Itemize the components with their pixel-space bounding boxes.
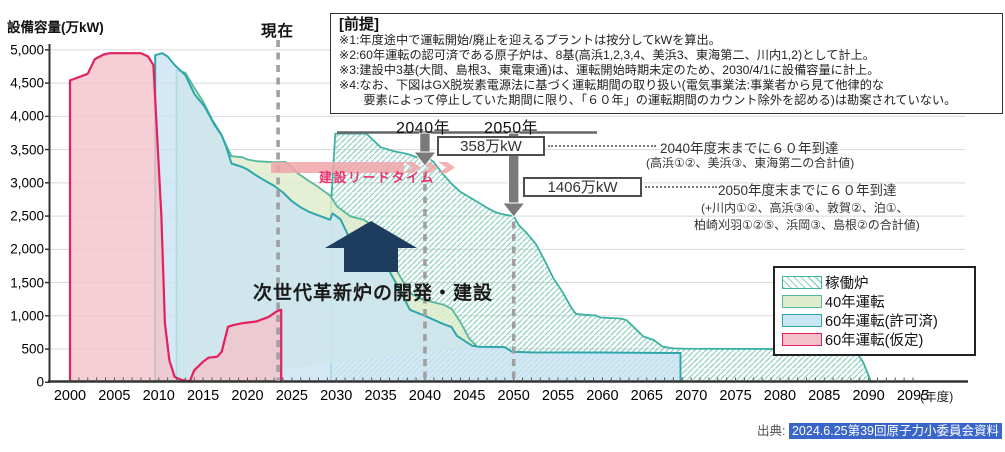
leader-dots-2040 <box>548 145 656 147</box>
y-tick-0: 0 <box>36 374 44 390</box>
current-marker-label: 現在 <box>261 23 295 40</box>
series-area-red <box>70 53 282 383</box>
chart-legend: 稼働炉 40年運転 60年運転(許可済) 60年運転(仮定) <box>773 266 976 356</box>
legend-label: 60年運転(許可済) <box>825 314 938 330</box>
nextgen-reactor-label: 次世代革新炉の開発・建設 <box>253 283 494 304</box>
premise-note-box: [前提] ※1:年度途中で運転開始/廃止を迎えるプラントは按分してkWを算出。 … <box>330 13 1003 114</box>
x-tick-2065: 2065 <box>630 388 663 404</box>
source-caption: 出典: 2024.6.25第39回原子力小委員会資料 <box>757 420 1002 439</box>
source-link[interactable]: 2024.6.25第39回原子力小委員会資料 <box>788 423 1002 439</box>
premise-line-5: 要素によって停止していた期間に限り、「６０年」の運転期間のカウント除外を認める)… <box>339 93 957 107</box>
x-axis-unit: (年度) <box>920 390 954 404</box>
legend-item-green: 40年運転 <box>782 292 967 311</box>
y-tick-500: 500 <box>21 341 44 357</box>
x-tick-2090: 2090 <box>852 388 885 404</box>
series-line-hatch <box>330 132 873 383</box>
leader-dots-2050 <box>645 186 717 188</box>
construction-leadtime-label: 建設リードタイム <box>319 170 435 185</box>
y-tick-5000: 5,000 <box>10 42 44 58</box>
capacity-2040-box: 358万kW <box>437 136 545 156</box>
premise-line-3: ※3:建設中3基(大間、島根3、東電東通)は、運転開始時期未定のため、2030/… <box>339 63 880 77</box>
x-tick-2020: 2020 <box>231 388 264 404</box>
y-tick-4000: 4,000 <box>10 108 44 124</box>
x-tick-2010: 2010 <box>142 388 175 404</box>
legend-swatch-hatch <box>782 276 822 289</box>
x-tick-2055: 2055 <box>541 388 575 404</box>
x-tick-2085: 2085 <box>808 388 841 404</box>
legend-label: 稼働炉 <box>825 276 869 292</box>
x-tick-2045: 2045 <box>453 388 486 404</box>
legend-item-red: 60年運転(仮定) <box>782 330 967 349</box>
note-2050-plants-1: (+川内①②、高浜③④、敦賀②、泊①、 <box>701 201 909 215</box>
premise-line-4: ※4:なお、下図はGX脱炭素電源法に基づく運転期間の取り扱い(電気事業法:事業者… <box>339 78 885 92</box>
milestone-2040-label: 2040年 <box>396 120 451 137</box>
legend-item-blue: 60年運転(許可済) <box>782 311 967 330</box>
legend-swatch-blue <box>782 314 822 327</box>
series-area-blue <box>155 53 681 383</box>
y-tick-1500: 1,500 <box>10 275 44 291</box>
pointer-arrow <box>501 132 526 218</box>
x-tick-2030: 2030 <box>320 388 353 404</box>
y-tick-1000: 1,000 <box>10 308 44 324</box>
x-tick-2070: 2070 <box>675 388 708 404</box>
y-tick-3000: 3,000 <box>10 175 44 191</box>
note-2040-plants: (高浜①②、美浜③、東海第二の合計値) <box>646 156 855 170</box>
x-tick-2000: 2000 <box>53 388 87 404</box>
x-tick-2095: 2095 <box>896 388 930 404</box>
y-tick-3500: 3,500 <box>10 142 44 158</box>
series-line-red <box>68 52 283 383</box>
x-tick-2075: 2075 <box>719 388 752 404</box>
legend-swatch-red <box>782 333 822 346</box>
milestone-2050-label: 2050年 <box>484 120 539 137</box>
premise-line-1: ※1:年度途中で運転開始/廃止を迎えるプラントは按分してkWを算出。 <box>339 33 721 47</box>
x-tick-2005: 2005 <box>98 388 131 404</box>
note-2050-reach: 2050年度末までに６０年到達 <box>718 183 897 198</box>
y-tick-2000: 2,000 <box>10 241 44 257</box>
source-prefix: 出典: <box>757 424 786 438</box>
y-tick-4500: 4,500 <box>10 75 44 91</box>
nextgen-up-arrow <box>325 221 417 272</box>
y-tick-2500: 2,500 <box>10 208 44 224</box>
y-axis-title: 設備容量(万kW) <box>7 20 104 35</box>
premise-title: [前提] <box>339 16 379 33</box>
x-tick-2015: 2015 <box>186 388 220 404</box>
x-tick-2050: 2050 <box>497 388 530 404</box>
pointer-arrow <box>412 132 437 167</box>
x-tick-2035: 2035 <box>364 388 397 404</box>
x-tick-2040: 2040 <box>408 388 442 404</box>
series-line-blue <box>154 52 682 383</box>
capacity-2050-box: 1406万kW <box>523 177 642 197</box>
x-tick-2080: 2080 <box>763 388 797 404</box>
legend-label: 60年運転(仮定) <box>825 333 924 349</box>
legend-label: 40年運転 <box>825 295 885 311</box>
x-tick-2025: 2025 <box>275 388 308 404</box>
x-tick-2060: 2060 <box>586 388 619 404</box>
premise-line-2: ※2:60年運転の認可済である原子炉は、8基(高浜1,2,3,4、美浜3、東海第… <box>339 48 875 62</box>
note-2040-reach: 2040年度末までに６０年到達 <box>660 141 839 156</box>
note-2050-plants-2: 柏崎刈羽①②⑤、浜岡③、島根②の合計値) <box>694 218 920 232</box>
legend-swatch-green <box>782 295 822 308</box>
legend-item-hatch: 稼働炉 <box>782 273 967 292</box>
